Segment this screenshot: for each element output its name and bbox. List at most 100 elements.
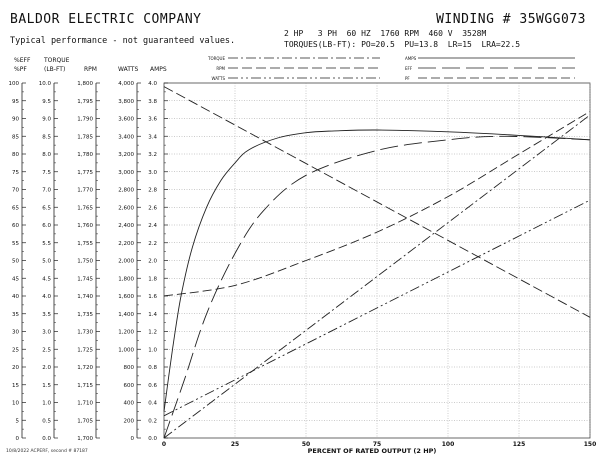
axis-1-tick-label: 5.0 xyxy=(42,259,51,265)
axis-header-1: (LB-FT) xyxy=(44,66,65,73)
axis-1-tick-label: 7.0 xyxy=(42,188,51,194)
axis-header-2: RPM xyxy=(84,66,97,73)
axis-2-tick-label: 1,715 xyxy=(77,383,93,389)
axis-0-tick-label: 50 xyxy=(12,259,19,265)
x-tick-label-25: 25 xyxy=(231,441,239,448)
axis-4-tick-label: 2.4 xyxy=(148,223,157,229)
axis-1-tick-label: 1.0 xyxy=(42,401,51,407)
axis-2-tick-label: 1,725 xyxy=(77,347,93,353)
axis-3-tick-label: 0 xyxy=(131,436,135,442)
torque-summary: TORQUES(LB-FT): PO=20.5 PU=13.8 LR=15 LR… xyxy=(284,40,521,49)
axis-0-tick-label: 0 xyxy=(16,436,20,442)
axis-0-tick-label: 95 xyxy=(12,99,19,105)
axis-3-tick-label: 1,600 xyxy=(118,294,134,300)
axis-4-tick-label: 0.6 xyxy=(148,383,157,389)
axis-0-tick-label: 70 xyxy=(12,188,19,194)
x-tick-label-0: 0 xyxy=(162,441,166,448)
x-tick-label-125: 125 xyxy=(513,441,526,448)
axis-header-3: WATTS xyxy=(118,66,138,73)
axis-2-tick-label: 1,800 xyxy=(77,81,93,87)
axis-2-tick-label: 1,745 xyxy=(77,276,93,282)
axis-1-tick-label: 5.5 xyxy=(42,241,51,247)
company-title: BALDOR ELECTRIC COMPANY xyxy=(10,12,202,27)
axis-1-tick-label: 6.5 xyxy=(42,205,51,211)
axis-1-tick-label: 0.0 xyxy=(42,436,51,442)
axis-0-tick-label: 60 xyxy=(12,223,19,229)
series-watts-line xyxy=(163,199,591,417)
legend-label-amps: AMPS xyxy=(405,56,417,61)
axis-4-tick-label: 2.2 xyxy=(148,241,157,247)
axis-2-tick-label: 1,795 xyxy=(77,99,93,105)
axis-3-tick-label: 3,200 xyxy=(118,152,134,158)
axis-4-tick-label: 0.4 xyxy=(148,401,157,407)
axis-2-tick-label: 1,720 xyxy=(77,365,93,371)
axis-0-tick-label: 15 xyxy=(12,383,19,389)
axis-3-tick-label: 3,000 xyxy=(118,170,134,176)
axis-0-tick-label: 40 xyxy=(12,294,19,300)
axis-3-tick-label: 3,800 xyxy=(118,99,134,105)
axis-2-tick-label: 1,780 xyxy=(77,152,93,158)
axis-3-tick-label: 600 xyxy=(124,383,135,389)
axis-4-tick-label: 1.6 xyxy=(148,294,157,300)
axis-header-1-top: TORQUE xyxy=(43,57,70,64)
axis-3-tick-label: 2,400 xyxy=(118,223,134,229)
axis-4-tick-label: 0.0 xyxy=(148,436,157,442)
series-torque-line xyxy=(163,114,591,439)
axis-1-tick-label: 8.0 xyxy=(42,152,51,158)
axis-3-tick-label: 2,200 xyxy=(118,241,134,247)
axis-2-tick-label: 1,765 xyxy=(77,205,93,211)
axis-3-tick-label: 1,000 xyxy=(118,347,134,353)
axis-1-tick-label: 2.0 xyxy=(42,365,51,371)
axis-4-tick-label: 3.8 xyxy=(148,99,157,105)
axis-3-tick-label: 1,200 xyxy=(118,330,134,336)
axis-0-tick-label: 65 xyxy=(12,205,19,211)
axis-header-4: AMPS xyxy=(150,66,167,73)
axis-1-tick-label: 0.5 xyxy=(42,418,51,424)
x-tick-label-150: 150 xyxy=(584,441,597,448)
axis-3-tick-label: 1,400 xyxy=(118,312,134,318)
axis-1-tick-label: 4.0 xyxy=(42,294,51,300)
axis-2-tick-label: 1,700 xyxy=(77,436,93,442)
axis-3-tick-label: 4,000 xyxy=(118,81,134,87)
axis-2-tick-label: 1,730 xyxy=(77,330,93,336)
axis-4-tick-label: 1.2 xyxy=(148,330,157,336)
axis-3-tick-label: 3,400 xyxy=(118,134,134,140)
axis-2-tick-label: 1,790 xyxy=(77,117,93,123)
axis-1-tick-label: 6.0 xyxy=(42,223,51,229)
axis-2-tick-label: 1,775 xyxy=(77,170,93,176)
axis-4-tick-label: 2.6 xyxy=(148,205,157,211)
axis-0-tick-label: 25 xyxy=(12,347,19,353)
x-tick-label-50: 50 xyxy=(302,441,310,448)
axis-2-tick-label: 1,705 xyxy=(77,418,93,424)
disclaimer-text: Typical performance - not guaranteed val… xyxy=(10,36,236,46)
axis-2-tick-label: 1,750 xyxy=(77,259,93,265)
axis-4-tick-label: 0.8 xyxy=(148,365,157,371)
axis-4-tick-label: 3.4 xyxy=(148,134,157,140)
axis-1-tick-label: 7.5 xyxy=(42,170,51,176)
axis-header-0-top: %EFF xyxy=(14,57,31,64)
x-tick-label-100: 100 xyxy=(442,441,455,448)
axis-4-tick-label: 3.6 xyxy=(148,117,157,123)
legend-label-torque: TORQUE xyxy=(207,56,225,61)
legend-label-eff: EFF xyxy=(405,66,413,71)
series-pf-line xyxy=(163,111,591,297)
axis-4-tick-label: 1.8 xyxy=(148,276,157,282)
axis-2-tick-label: 1,710 xyxy=(77,401,93,407)
axis-3-tick-label: 3,600 xyxy=(118,117,134,123)
axis-0-tick-label: 80 xyxy=(12,152,19,158)
series-amps-line xyxy=(163,129,591,412)
series-eff-line xyxy=(163,135,591,439)
axis-3-tick-label: 2,000 xyxy=(118,259,134,265)
legend-label-watts: WATTS xyxy=(211,76,225,81)
axis-4-tick-label: 3.2 xyxy=(148,152,157,158)
axis-1-tick-label: 10.0 xyxy=(39,81,52,87)
legend-label-rpm: RPM xyxy=(216,66,225,71)
axis-2-tick-label: 1,760 xyxy=(77,223,93,229)
motor-rating: 2 HP 3 PH 60 HZ 1760 RPM 460 V 3528M xyxy=(284,29,487,38)
axis-3-tick-label: 400 xyxy=(124,401,135,407)
axis-0-tick-label: 55 xyxy=(12,241,19,247)
axis-0-tick-label: 75 xyxy=(12,170,19,176)
axis-4-tick-label: 3.0 xyxy=(148,170,157,176)
